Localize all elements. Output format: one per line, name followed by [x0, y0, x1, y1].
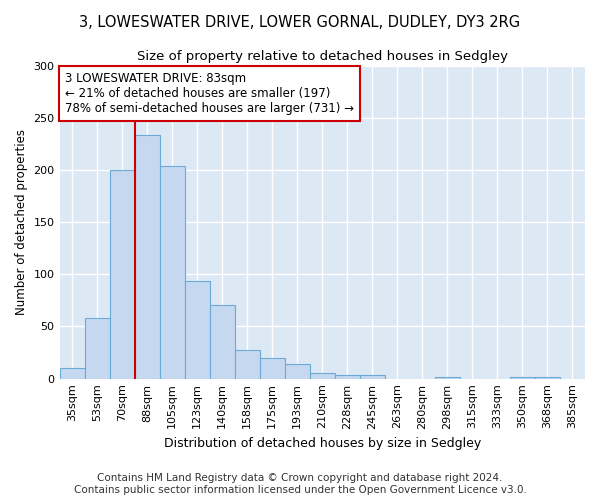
Bar — [160, 166, 185, 378]
Bar — [59, 368, 85, 378]
Text: Contains HM Land Registry data © Crown copyright and database right 2024.
Contai: Contains HM Land Registry data © Crown c… — [74, 474, 526, 495]
Bar — [435, 376, 460, 378]
Bar — [110, 170, 134, 378]
Text: 3, LOWESWATER DRIVE, LOWER GORNAL, DUDLEY, DY3 2RG: 3, LOWESWATER DRIVE, LOWER GORNAL, DUDLE… — [79, 15, 521, 30]
Bar — [310, 374, 335, 378]
Bar — [185, 280, 209, 378]
Y-axis label: Number of detached properties: Number of detached properties — [15, 129, 28, 315]
Bar — [535, 376, 560, 378]
Bar — [260, 358, 285, 378]
Text: 3 LOWESWATER DRIVE: 83sqm
← 21% of detached houses are smaller (197)
78% of semi: 3 LOWESWATER DRIVE: 83sqm ← 21% of detac… — [65, 72, 354, 115]
Bar — [209, 304, 235, 378]
Bar — [360, 374, 385, 378]
X-axis label: Distribution of detached houses by size in Sedgley: Distribution of detached houses by size … — [164, 437, 481, 450]
Bar — [235, 350, 260, 378]
Bar — [285, 364, 310, 378]
Bar — [510, 376, 535, 378]
Title: Size of property relative to detached houses in Sedgley: Size of property relative to detached ho… — [137, 50, 508, 63]
Bar — [85, 318, 110, 378]
Bar — [134, 136, 160, 378]
Bar — [335, 374, 360, 378]
